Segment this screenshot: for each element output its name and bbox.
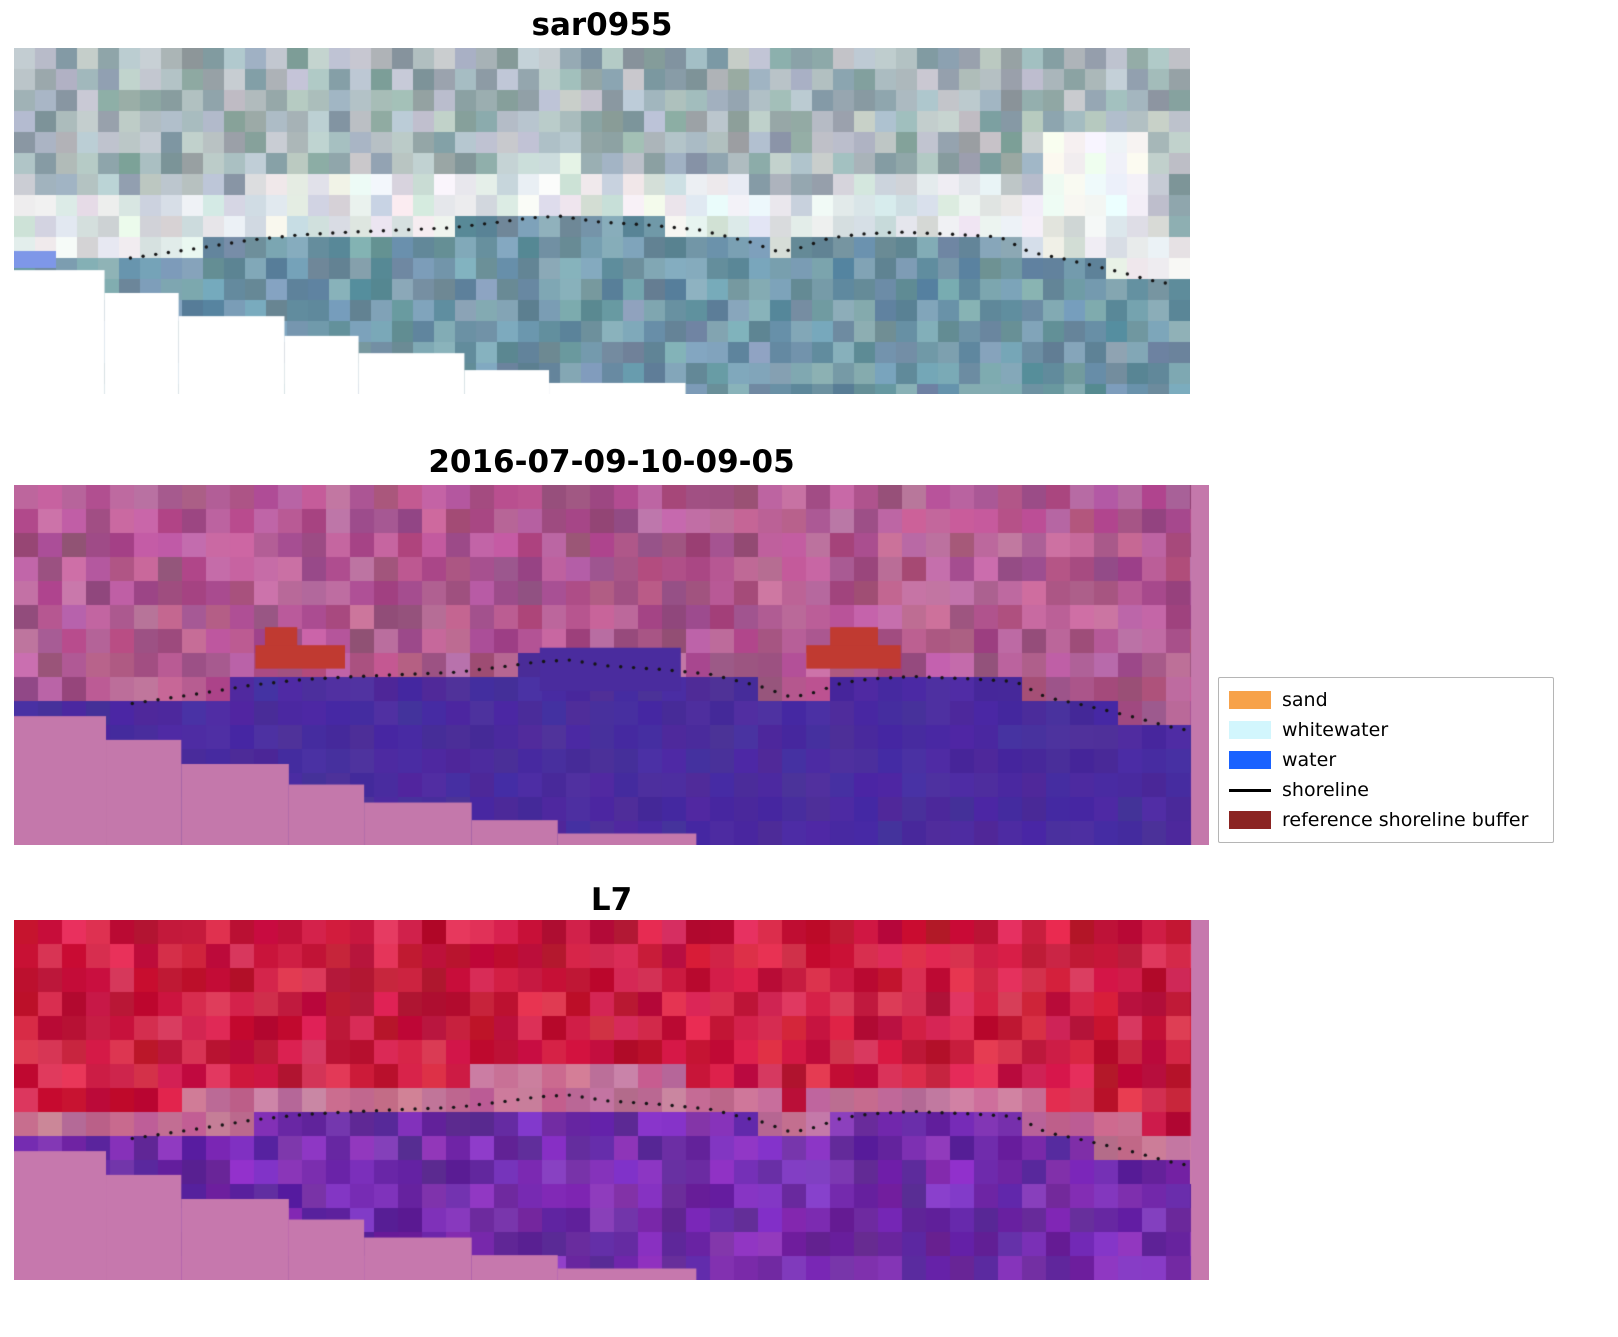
legend-label-water: water xyxy=(1282,749,1337,771)
panel3-image xyxy=(14,920,1209,1280)
legend-swatch-water xyxy=(1229,751,1271,769)
legend-line-shoreline xyxy=(1229,788,1271,792)
legend-item-whitewater: whitewater xyxy=(1229,717,1543,743)
legend-label-whitewater: whitewater xyxy=(1282,719,1389,741)
legend-label-reference-shoreline-buffer: reference shoreline buffer xyxy=(1282,809,1529,831)
legend-item-sand: sand xyxy=(1229,687,1543,713)
panel2-image xyxy=(14,485,1209,845)
legend-label-shoreline: shoreline xyxy=(1282,779,1369,801)
panel2-title: 2016-07-09-10-09-05 xyxy=(428,444,795,480)
panel1-image xyxy=(14,48,1190,394)
panel1-title: sar0955 xyxy=(531,7,673,43)
legend-item-water: water xyxy=(1229,747,1543,773)
legend-label-sand: sand xyxy=(1282,689,1328,711)
legend-item-reference-shoreline-buffer: reference shoreline buffer xyxy=(1229,807,1543,833)
legend-swatch-reference-shoreline-buffer xyxy=(1229,811,1271,829)
legend: sand whitewater water shoreline referenc… xyxy=(1218,677,1554,843)
panel3-title: L7 xyxy=(590,882,633,918)
legend-swatch-whitewater xyxy=(1229,721,1271,739)
legend-item-shoreline: shoreline xyxy=(1229,777,1543,803)
legend-swatch-sand xyxy=(1229,691,1271,709)
